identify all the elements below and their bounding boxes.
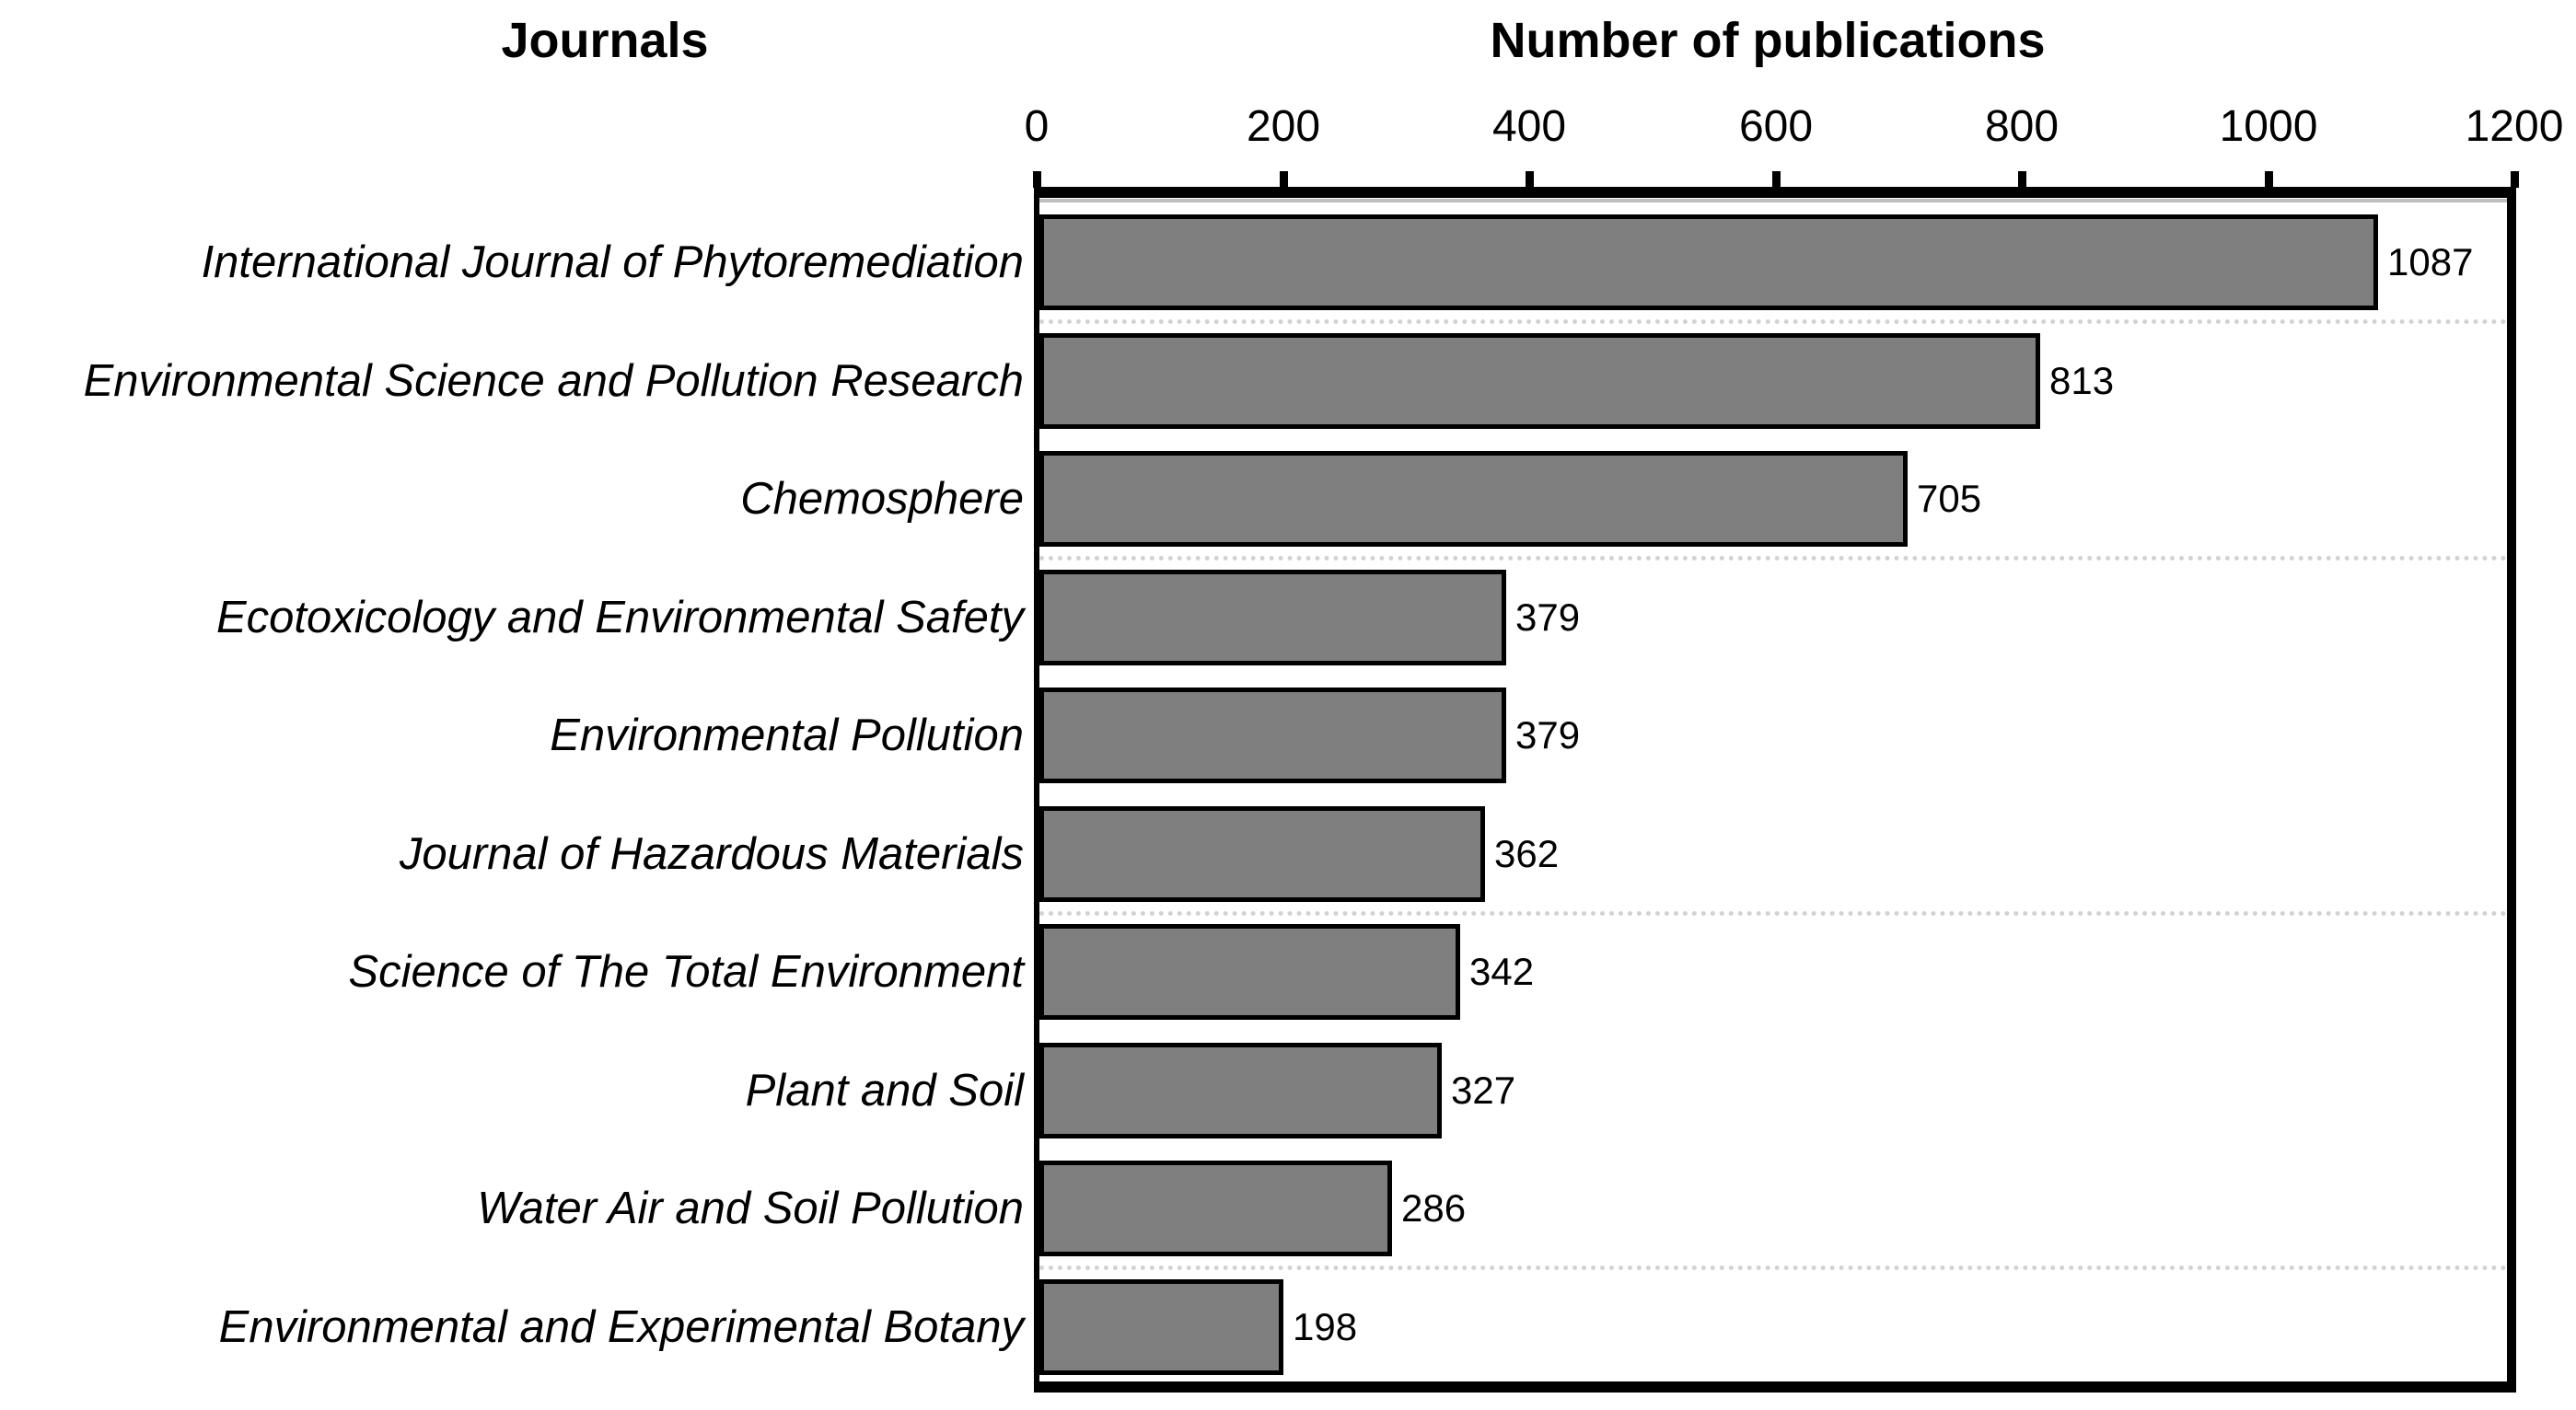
bar-5 bbox=[1039, 688, 1506, 783]
bar-3 bbox=[1039, 451, 1908, 547]
bar-1 bbox=[1039, 214, 2378, 310]
x-tick-label-800: 800 bbox=[1984, 102, 2060, 151]
bar-10 bbox=[1039, 1279, 1283, 1375]
bar-4 bbox=[1039, 570, 1506, 665]
bar-value-label: 362 bbox=[1494, 832, 1560, 875]
bar-value-label: 198 bbox=[1293, 1305, 1358, 1348]
bar-2 bbox=[1039, 333, 2040, 429]
bar-value-label: 705 bbox=[1917, 477, 1982, 520]
x-tick-label-200: 200 bbox=[1246, 102, 1321, 151]
x-tick-mark-400 bbox=[1526, 171, 1534, 188]
bar-9 bbox=[1039, 1161, 1392, 1256]
x-tick-label-400: 400 bbox=[1491, 102, 1567, 151]
bar-value-label: 379 bbox=[1515, 595, 1581, 639]
bar-value-label: 327 bbox=[1451, 1069, 1516, 1112]
dotted-separator bbox=[1039, 556, 2507, 561]
dotted-separator bbox=[1039, 911, 2507, 916]
x-tick-mark-1000 bbox=[2265, 171, 2273, 188]
category-label: Science of The Total Environment bbox=[348, 947, 1024, 997]
bar-8 bbox=[1039, 1043, 1442, 1138]
categories-axis-title: Journals bbox=[501, 13, 709, 68]
top-border-shadow bbox=[1039, 199, 2507, 202]
x-tick-mark-1200 bbox=[2511, 171, 2519, 188]
value-axis-title: Number of publications bbox=[1490, 13, 2046, 68]
x-tick-label-0: 0 bbox=[1024, 102, 1050, 151]
category-label: Environmental and Experimental Botany bbox=[218, 1302, 1024, 1352]
x-tick-mark-200 bbox=[1280, 171, 1288, 188]
x-tick-label-1000: 1000 bbox=[2219, 102, 2318, 151]
x-tick-mark-600 bbox=[1772, 171, 1781, 188]
bar-value-label: 286 bbox=[1401, 1186, 1467, 1230]
x-tick-mark-800 bbox=[2018, 171, 2026, 188]
dotted-separator bbox=[1039, 319, 2507, 324]
category-label: International Journal of Phytoremediatio… bbox=[201, 237, 1024, 287]
bar-value-label: 379 bbox=[1515, 713, 1581, 757]
category-label: Chemosphere bbox=[740, 474, 1024, 524]
x-tick-label-1200: 1200 bbox=[2465, 102, 2564, 151]
category-label: Journal of Hazardous Materials bbox=[399, 829, 1024, 879]
bar-value-label: 1087 bbox=[2387, 240, 2474, 283]
x-tick-label-600: 600 bbox=[1738, 102, 1814, 151]
bar-7 bbox=[1039, 924, 1460, 1020]
category-label: Water Air and Soil Pollution bbox=[477, 1184, 1024, 1233]
category-label: Plant and Soil bbox=[745, 1066, 1024, 1115]
category-label: Environmental Pollution bbox=[550, 711, 1024, 760]
dotted-separator bbox=[1039, 1266, 2507, 1270]
bar-value-label: 342 bbox=[1469, 950, 1535, 993]
bar-value-label: 813 bbox=[2049, 359, 2115, 402]
x-tick-mark-0 bbox=[1033, 171, 1041, 188]
category-label: Environmental Science and Pollution Rese… bbox=[83, 356, 1024, 406]
bar-6 bbox=[1039, 806, 1485, 902]
category-label: Ecotoxicology and Environmental Safety bbox=[215, 593, 1024, 642]
